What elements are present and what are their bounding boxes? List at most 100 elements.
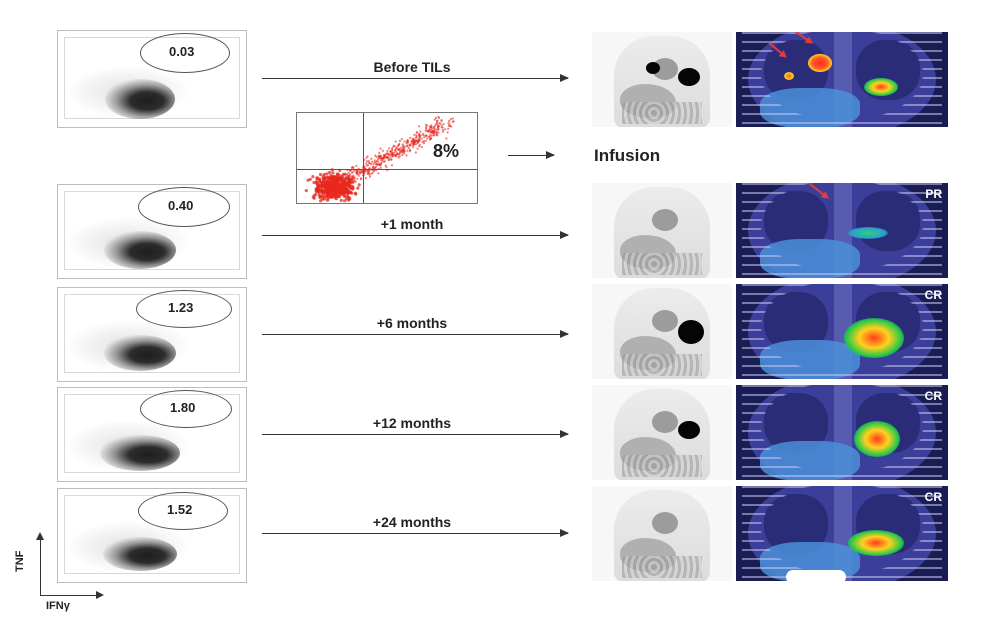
- scatter-dot: [390, 158, 393, 161]
- scatter-dot: [335, 193, 338, 197]
- scatter-dot: [304, 189, 308, 193]
- scatter-dot: [355, 173, 358, 176]
- cell-population: [103, 537, 177, 571]
- scatter-dot: [332, 190, 335, 193]
- scatter-dot: [312, 180, 316, 185]
- scatter-dot: [378, 151, 381, 155]
- scatter-dot: [373, 161, 376, 164]
- scatter-dot: [343, 173, 347, 176]
- response-badge: PR: [925, 187, 942, 201]
- scatter-dot: [424, 123, 428, 126]
- scatter-dot: [408, 144, 412, 147]
- scatter-dot: [374, 165, 378, 168]
- scatter-dot: [330, 189, 333, 192]
- scatter-dot: [390, 164, 394, 167]
- scatter-dot: [365, 162, 368, 165]
- timepoint-arrow: [262, 328, 569, 340]
- scatter-dot: [336, 185, 339, 188]
- scatter-dot: [438, 116, 441, 119]
- scatter-dot: [382, 160, 386, 163]
- timepoint-label: +1 month: [380, 216, 444, 232]
- scatter-dot: [441, 126, 444, 129]
- scatter-dot: [384, 164, 387, 167]
- cell-population: [104, 231, 176, 269]
- scatter-dot: [391, 153, 394, 156]
- scatter-dot: [404, 145, 407, 148]
- scatter-dot: [326, 197, 330, 201]
- scatter-dot: [315, 176, 319, 181]
- scatter-dot: [356, 177, 359, 180]
- scatter-dot: [436, 131, 439, 134]
- scatter-dot: [328, 190, 331, 193]
- scatter-dot: [415, 131, 418, 134]
- scatter-dot: [372, 169, 376, 173]
- pet-gut: [622, 556, 702, 578]
- gate-value: 1.52: [167, 502, 193, 517]
- scatter-dot: [321, 183, 324, 186]
- pet-scan: [592, 284, 732, 379]
- scatter-dot: [328, 170, 332, 175]
- scatter-dot: [375, 155, 378, 159]
- timepoint-label: +24 months: [372, 514, 452, 530]
- scatter-dot: [353, 179, 356, 182]
- scatter-dot: [386, 152, 389, 155]
- scatter-dot: [368, 175, 372, 178]
- y-axis-arrow: [40, 538, 42, 596]
- scatter-dot: [329, 185, 332, 188]
- scatter-dot: [436, 119, 439, 122]
- scatter-dot: [419, 130, 422, 133]
- scatter-dot: [343, 180, 346, 183]
- pet-heart: [652, 209, 678, 231]
- scatter-dot: [366, 163, 370, 167]
- scatter-dot: [320, 197, 324, 201]
- scatter-dot: [379, 147, 382, 150]
- x-axis-arrow: [40, 595, 98, 597]
- scatter-dot: [343, 199, 347, 203]
- pet-ct-scan: CR: [736, 486, 948, 581]
- scatter-dot: [377, 172, 380, 175]
- pet-gut: [622, 253, 702, 275]
- scatter-dot: [331, 178, 334, 181]
- scatter-dot: [380, 161, 383, 164]
- scatter-dot: [378, 156, 381, 160]
- scatter-dot: [332, 194, 336, 198]
- x-axis-label: IFNγ: [46, 600, 70, 612]
- scatter-dot: [338, 183, 342, 186]
- scatter-dot: [415, 142, 418, 146]
- scatter-dot: [351, 166, 354, 169]
- scatter-dot: [324, 195, 327, 198]
- scatter-dot: [321, 176, 325, 180]
- scatter-dot: [449, 118, 452, 121]
- scatter-dot: [326, 193, 330, 196]
- scatter-dot: [416, 147, 419, 150]
- flow-plot: 0.03: [57, 30, 247, 128]
- timepoint-arrow: [262, 229, 569, 241]
- gate-ellipse: [140, 33, 230, 73]
- scatter-dot: [442, 128, 445, 132]
- scatter-dot: [347, 179, 350, 182]
- scatter-dot: [398, 155, 401, 158]
- scatter-dot: [349, 181, 352, 184]
- scatter-dot: [366, 155, 369, 158]
- infusion-scatter-dots: [304, 115, 455, 203]
- scatter-dot: [387, 158, 391, 161]
- scatter-dot: [405, 142, 408, 145]
- scatter-dot: [346, 173, 349, 176]
- scatter-dot: [388, 156, 391, 159]
- infusion-arrow: [508, 149, 555, 161]
- scatter-dot: [359, 169, 362, 172]
- timepoint-arrow: [262, 428, 569, 440]
- scatter-dot: [388, 147, 391, 150]
- scatter-dot: [390, 155, 394, 158]
- flow-plot: 1.23: [57, 287, 247, 382]
- scatter-dot: [445, 137, 448, 140]
- pet-stomach-uptake: [678, 68, 700, 86]
- ct-ribs: [742, 385, 942, 480]
- flow-plot: 1.80: [57, 387, 247, 482]
- pet-scan: [592, 32, 732, 127]
- scatter-dot: [413, 133, 416, 136]
- scatter-dot: [447, 122, 450, 125]
- scatter-dot: [340, 192, 344, 196]
- scatter-dot: [325, 172, 329, 176]
- scatter-dot: [371, 171, 374, 174]
